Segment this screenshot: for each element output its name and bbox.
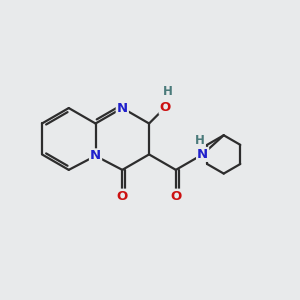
Text: N: N [197, 148, 208, 161]
Text: H: H [195, 134, 205, 147]
Text: N: N [90, 149, 101, 162]
Text: N: N [117, 101, 128, 115]
Text: O: O [170, 190, 182, 203]
Text: H: H [163, 85, 172, 98]
Text: O: O [117, 190, 128, 203]
Text: O: O [160, 101, 171, 114]
